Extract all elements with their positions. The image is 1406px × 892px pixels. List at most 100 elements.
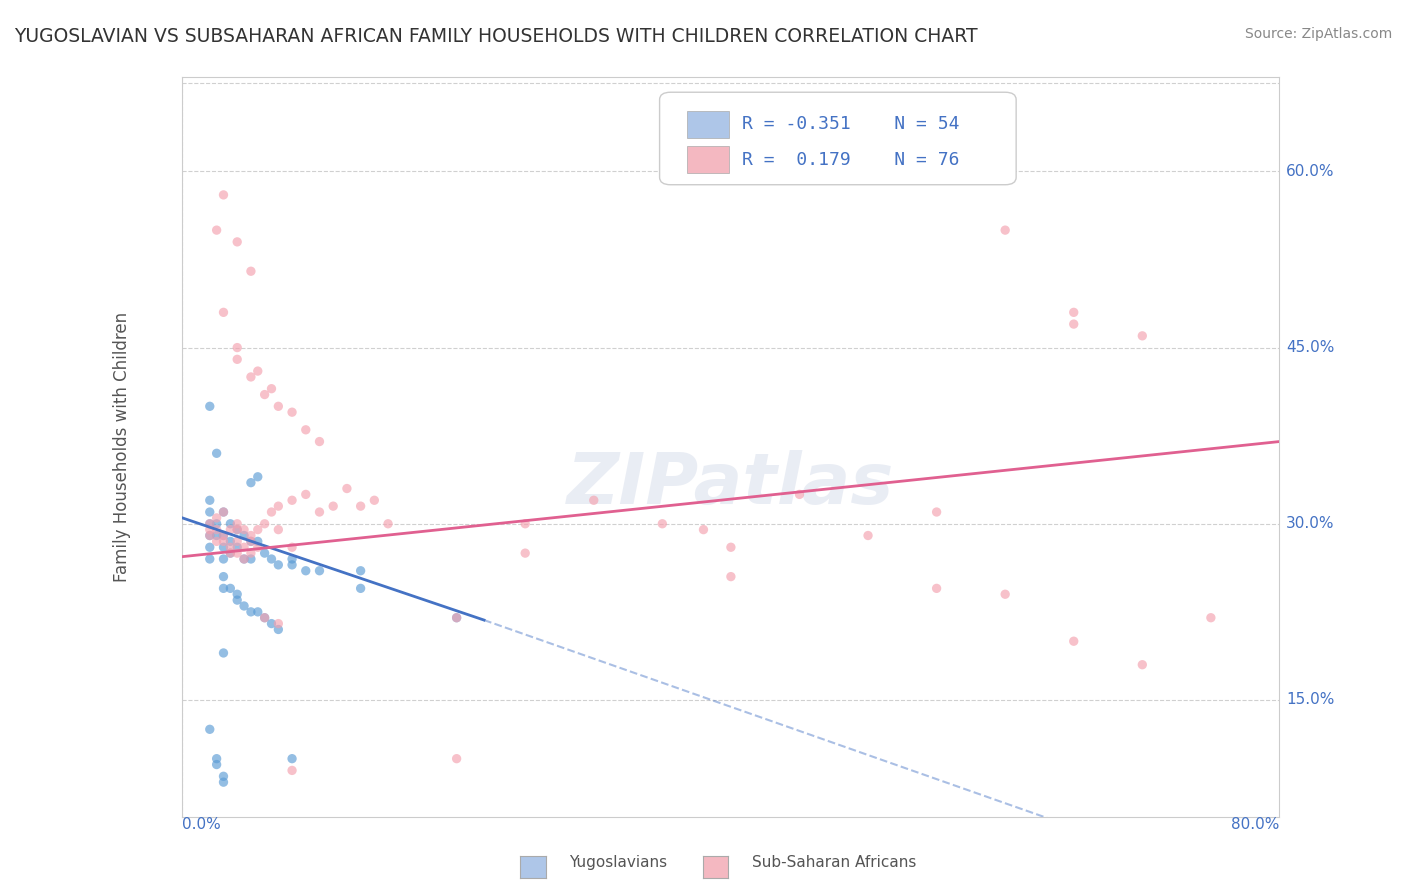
Point: [267, 400, 290, 414]
Point: [253, 387, 276, 401]
Point: [239, 546, 262, 560]
Point: [856, 528, 879, 542]
Point: [239, 534, 262, 549]
Point: [246, 534, 269, 549]
Point: [219, 516, 242, 531]
Point: [226, 516, 249, 531]
Point: [233, 528, 256, 542]
Point: [212, 528, 235, 542]
Point: [233, 599, 256, 613]
Point: [253, 546, 276, 560]
Text: Yugoslavians: Yugoslavians: [569, 855, 668, 870]
Point: [692, 523, 714, 537]
Point: [239, 475, 262, 490]
Point: [281, 552, 304, 566]
Point: [212, 582, 235, 596]
Point: [198, 505, 221, 519]
Point: [212, 505, 235, 519]
Point: [1063, 634, 1085, 648]
Point: [212, 541, 235, 555]
Point: [246, 523, 269, 537]
Point: [205, 752, 228, 766]
Point: [233, 523, 256, 537]
Point: [246, 605, 269, 619]
Text: 60.0%: 60.0%: [1286, 164, 1334, 179]
Point: [253, 611, 276, 625]
Point: [226, 534, 249, 549]
Point: [720, 569, 742, 583]
Point: [267, 499, 290, 513]
Point: [219, 523, 242, 537]
Bar: [688, 146, 728, 173]
Text: Family Households with Children: Family Households with Children: [112, 312, 131, 582]
Point: [212, 187, 235, 202]
Point: [281, 764, 304, 778]
Point: [198, 528, 221, 542]
Point: [582, 493, 605, 508]
Text: R = -0.351    N = 54: R = -0.351 N = 54: [742, 115, 959, 134]
Point: [198, 528, 221, 542]
Point: [1199, 611, 1222, 625]
Point: [212, 528, 235, 542]
Point: [219, 534, 242, 549]
Point: [212, 552, 235, 566]
Text: 30.0%: 30.0%: [1286, 516, 1334, 532]
Bar: [688, 111, 728, 137]
Text: YUGOSLAVIAN VS SUBSAHARAN AFRICAN FAMILY HOUSEHOLDS WITH CHILDREN CORRELATION CH: YUGOSLAVIAN VS SUBSAHARAN AFRICAN FAMILY…: [14, 27, 977, 45]
Point: [322, 499, 344, 513]
Text: Source: ZipAtlas.com: Source: ZipAtlas.com: [1244, 27, 1392, 41]
Point: [239, 264, 262, 278]
Point: [205, 223, 228, 237]
Point: [308, 564, 330, 578]
Point: [349, 582, 371, 596]
Point: [198, 723, 221, 737]
Point: [239, 552, 262, 566]
Point: [260, 505, 283, 519]
Point: [281, 752, 304, 766]
Point: [205, 757, 228, 772]
Point: [226, 235, 249, 249]
Point: [239, 528, 262, 542]
Point: [446, 611, 468, 625]
Point: [515, 516, 537, 531]
Point: [349, 564, 371, 578]
Point: [212, 646, 235, 660]
Point: [281, 541, 304, 555]
Point: [226, 546, 249, 560]
Point: [219, 582, 242, 596]
Point: [515, 546, 537, 560]
Point: [226, 587, 249, 601]
Point: [198, 523, 221, 537]
Point: [205, 516, 228, 531]
Point: [205, 528, 228, 542]
Point: [212, 534, 235, 549]
Text: R =  0.179    N = 76: R = 0.179 N = 76: [742, 151, 959, 169]
Point: [267, 523, 290, 537]
Point: [1063, 305, 1085, 319]
Point: [446, 611, 468, 625]
Point: [281, 558, 304, 572]
Point: [198, 552, 221, 566]
Point: [281, 493, 304, 508]
Point: [308, 434, 330, 449]
Point: [789, 487, 811, 501]
Text: 80.0%: 80.0%: [1232, 817, 1279, 832]
Point: [239, 534, 262, 549]
Point: [226, 341, 249, 355]
Point: [294, 487, 316, 501]
Point: [925, 505, 948, 519]
Point: [212, 569, 235, 583]
Point: [294, 423, 316, 437]
Point: [720, 541, 742, 555]
Text: 15.0%: 15.0%: [1286, 692, 1334, 707]
Point: [219, 546, 242, 560]
Point: [267, 616, 290, 631]
Point: [446, 752, 468, 766]
Point: [198, 400, 221, 414]
Point: [205, 446, 228, 460]
Point: [219, 541, 242, 555]
Point: [260, 616, 283, 631]
Point: [239, 605, 262, 619]
Point: [336, 482, 359, 496]
Point: [267, 558, 290, 572]
